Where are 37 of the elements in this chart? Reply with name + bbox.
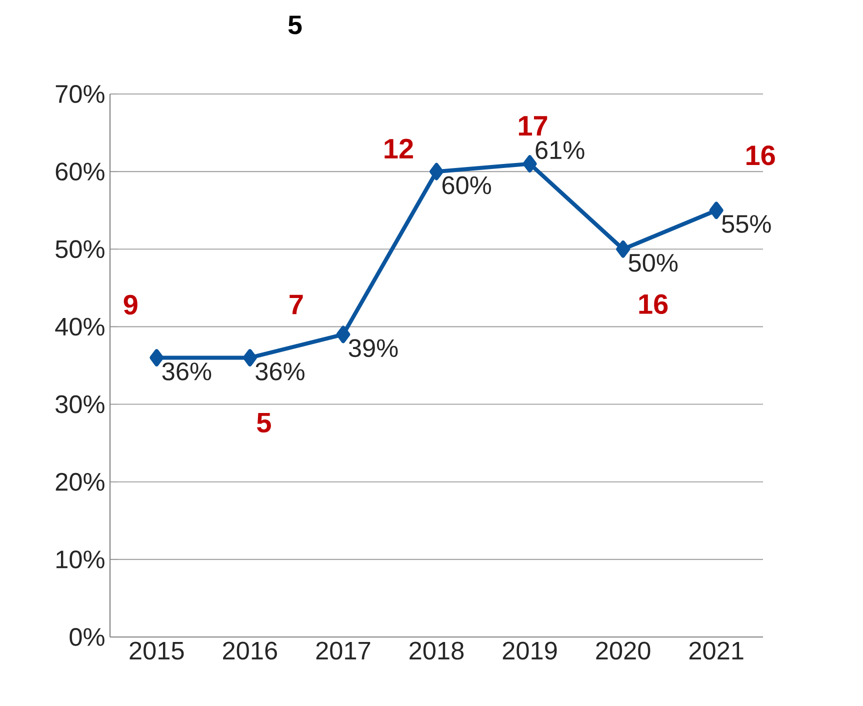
- chart-title: 5: [288, 16, 302, 34]
- annotation: 12: [384, 138, 413, 158]
- y-tick-label: 20%: [56, 472, 104, 491]
- x-tick-label: 2015: [130, 642, 184, 660]
- annotation: 17: [518, 116, 548, 136]
- x-tick-label: 2016: [223, 642, 277, 660]
- point: [522, 155, 537, 172]
- y-tick-label: 30%: [56, 395, 104, 414]
- point: [430, 162, 444, 180]
- data-label: 60%: [442, 176, 492, 194]
- annotation: 5: [257, 412, 271, 433]
- x-tick-label: 2021: [689, 642, 744, 660]
- data-label: 36%: [162, 362, 212, 380]
- x-tick-label: 2018: [410, 642, 464, 660]
- y-tick-label: 10%: [56, 550, 104, 568]
- y-tick-label: 0%: [70, 628, 104, 646]
- y-tick-label: 50%: [56, 240, 104, 258]
- data-label: 61%: [536, 141, 584, 160]
- x-tick-label: 2020: [596, 642, 650, 660]
- point: [709, 202, 724, 220]
- point: [616, 240, 630, 258]
- y-tick-label: 70%: [56, 85, 104, 103]
- point: [242, 349, 257, 366]
- annotation: 9: [124, 294, 138, 315]
- annotation: 16: [639, 294, 668, 314]
- data-label: 39%: [348, 339, 398, 358]
- data-label: 55%: [722, 215, 771, 233]
- annotation: 7: [290, 294, 303, 314]
- data-label: 50%: [628, 254, 678, 272]
- point: [150, 349, 164, 366]
- y-tick-label: 60%: [56, 162, 104, 181]
- data-label: 36%: [256, 362, 304, 380]
- x-tick-label: 2019: [502, 642, 557, 660]
- annotation: 16: [746, 145, 775, 166]
- y-tick-label: 40%: [55, 318, 104, 336]
- x-tick-label: 2017: [316, 642, 370, 660]
- point: [336, 326, 350, 344]
